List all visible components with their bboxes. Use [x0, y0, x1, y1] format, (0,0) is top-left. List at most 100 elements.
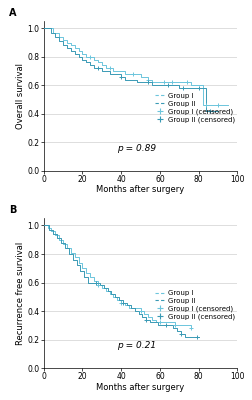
- Group II: [48, 227, 51, 232]
- Group I: [166, 80, 169, 85]
- Group I: [196, 83, 199, 88]
- Group I: [127, 72, 130, 76]
- Group I: [131, 72, 134, 76]
- Group I: [154, 80, 157, 85]
- Group I: [123, 303, 126, 308]
- Group I: [92, 279, 95, 284]
- Group I: [123, 72, 126, 76]
- Group II: [77, 54, 80, 59]
- Group II: [113, 294, 116, 299]
- Group II: [185, 86, 188, 90]
- Group II: [69, 49, 72, 54]
- Group I: [212, 103, 215, 108]
- Group II: [189, 86, 192, 90]
- Group II: [131, 77, 134, 82]
- Group II: [208, 108, 211, 113]
- Group I: [115, 69, 118, 74]
- Group II: [53, 34, 56, 39]
- Group I: [189, 83, 192, 88]
- Group I: [169, 80, 172, 85]
- Group I: [162, 320, 165, 325]
- Group II: [42, 223, 45, 228]
- Group II: [196, 86, 199, 90]
- Group II: [166, 83, 169, 88]
- Group I: [73, 46, 76, 51]
- Group I: [96, 283, 99, 288]
- Group II: [111, 72, 114, 76]
- Group I: [108, 292, 111, 296]
- Text: A: A: [9, 8, 16, 18]
- Group I: [150, 317, 153, 322]
- Group I: [166, 320, 169, 325]
- Group I: [96, 60, 99, 65]
- Group II: [148, 320, 151, 325]
- Group I: [158, 80, 161, 85]
- Group I: [100, 63, 103, 68]
- Group II: [169, 83, 172, 88]
- Group II: [94, 280, 97, 285]
- Group I: [208, 103, 211, 108]
- Group II: [42, 26, 45, 31]
- Group I: [111, 294, 114, 299]
- Group II: [100, 69, 103, 74]
- Group I: [138, 74, 141, 79]
- Group II: [171, 326, 174, 330]
- Group I: [225, 103, 228, 108]
- Group II: [146, 80, 149, 85]
- Group II: [140, 314, 143, 319]
- Group I: [115, 297, 118, 302]
- Group II: [135, 80, 138, 85]
- Group I: [146, 77, 149, 82]
- Group I: [88, 54, 91, 59]
- Group II: [123, 77, 126, 82]
- X-axis label: Months after surgery: Months after surgery: [96, 186, 184, 194]
- Group II: [181, 86, 184, 90]
- Text: B: B: [9, 205, 16, 215]
- Legend: Group I, Group II, Group I (censored), Group II (censored): Group I, Group II, Group I (censored), G…: [153, 290, 235, 321]
- Group II: [67, 252, 70, 256]
- Group II: [152, 320, 155, 325]
- Group II: [61, 43, 64, 48]
- Group I: [162, 80, 165, 85]
- Group II: [117, 297, 120, 302]
- Group I: [42, 223, 45, 228]
- Group II: [75, 263, 78, 268]
- Group II: [142, 80, 145, 85]
- Group I: [42, 26, 45, 31]
- Y-axis label: Recurrence free survival: Recurrence free survival: [15, 242, 24, 345]
- Group II: [162, 83, 165, 88]
- Group I: [88, 274, 91, 279]
- Group II: [191, 334, 194, 339]
- Group I: [181, 323, 184, 328]
- Group II: [177, 86, 180, 90]
- Group I: [84, 270, 87, 275]
- Group I: [131, 306, 134, 311]
- Group II: [154, 83, 157, 88]
- Group II: [86, 280, 89, 285]
- Group I: [127, 306, 130, 311]
- Group II: [133, 309, 136, 314]
- Group II: [98, 283, 101, 288]
- Group I: [53, 233, 56, 238]
- Group I: [111, 69, 114, 74]
- Group II: [121, 300, 124, 305]
- Group II: [173, 83, 176, 88]
- Line: Group I: Group I: [43, 28, 227, 105]
- Group I: [216, 103, 219, 108]
- Group II: [160, 323, 163, 328]
- Text: p = 0.21: p = 0.21: [117, 341, 156, 350]
- Group II: [115, 72, 118, 76]
- Group I: [52, 30, 55, 35]
- Group I: [204, 103, 207, 108]
- Group II: [50, 30, 53, 35]
- Group I: [50, 229, 53, 234]
- Group II: [96, 66, 99, 70]
- Group II: [102, 286, 105, 291]
- Group I: [142, 312, 145, 316]
- Group I: [104, 66, 107, 70]
- Group II: [158, 83, 161, 88]
- Group I: [135, 306, 138, 311]
- Group II: [84, 60, 87, 65]
- Group I: [185, 80, 188, 85]
- Group II: [110, 292, 113, 296]
